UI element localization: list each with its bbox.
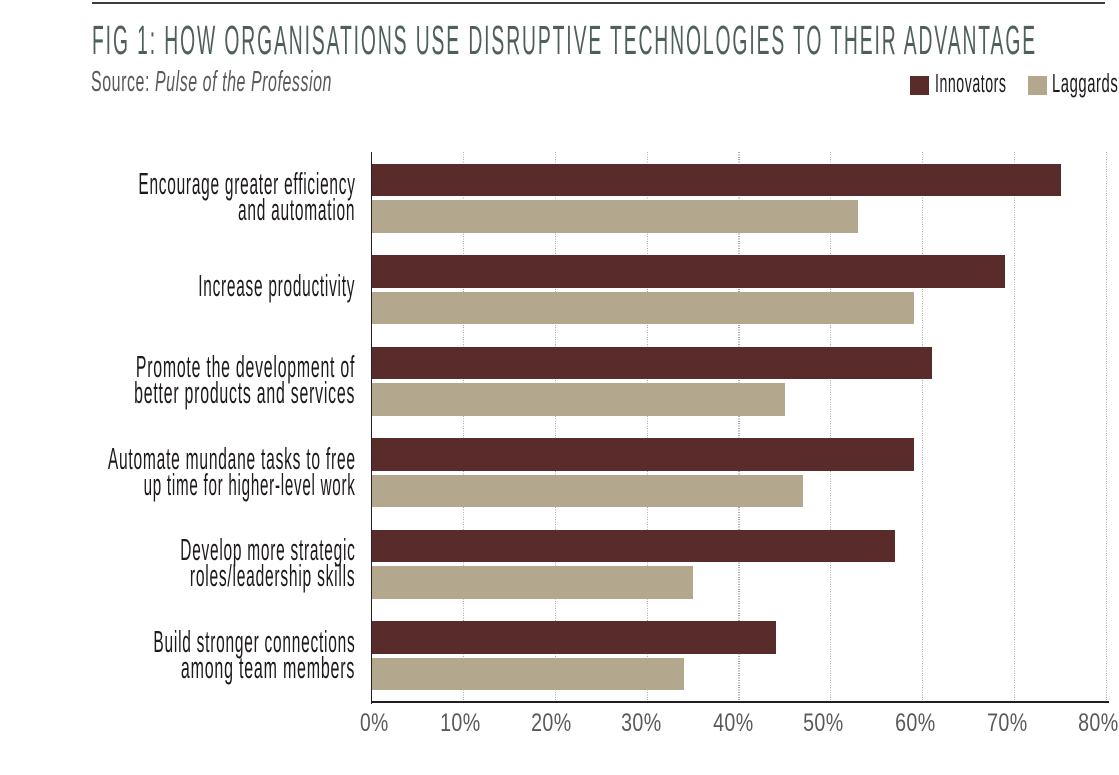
legend-label-laggards: Laggards xyxy=(1052,67,1119,98)
bar-innovators-4 xyxy=(371,529,896,562)
bar-laggards-5 xyxy=(371,657,684,690)
gridline-20% xyxy=(554,151,556,703)
bar-laggards-1 xyxy=(371,291,914,324)
legend-swatch-innovators xyxy=(910,76,929,95)
bar-laggards-4 xyxy=(371,566,694,599)
legend-swatch-laggards xyxy=(1028,76,1047,95)
bar-innovators-2 xyxy=(371,346,932,379)
bar-laggards-2 xyxy=(371,383,785,416)
x-axis-line xyxy=(370,701,1109,704)
category-label-2: Promote the development of better product… xyxy=(134,350,356,411)
x-tick-label-60%: 60% xyxy=(895,710,936,738)
bar-laggards-0 xyxy=(371,200,859,233)
bar-innovators-0 xyxy=(371,163,1061,196)
x-tick-label-70%: 70% xyxy=(987,710,1028,738)
gridline-10% xyxy=(462,151,464,703)
x-tick-label-50%: 50% xyxy=(803,710,845,738)
gridline-50% xyxy=(830,151,832,703)
x-tick-label-30%: 30% xyxy=(621,710,663,738)
gridline-60% xyxy=(922,151,924,703)
x-tick-label-10%: 10% xyxy=(440,710,481,738)
bar-innovators-1 xyxy=(371,255,1006,288)
source-label: Source: xyxy=(90,66,150,99)
category-label-3: Automate mundane tasks to free up time fo… xyxy=(107,441,356,502)
gridline-80% xyxy=(1105,151,1108,703)
bar-laggards-3 xyxy=(371,474,804,507)
gridline-30% xyxy=(646,151,648,703)
category-label-1: Increase productivity xyxy=(198,268,356,303)
source-name: Pulse of the Profession xyxy=(154,66,332,99)
bar-innovators-5 xyxy=(371,621,776,654)
category-label-4: Develop more strategic roles/leadership s… xyxy=(180,533,356,594)
x-tick-label-40%: 40% xyxy=(712,710,754,738)
gridline-40% xyxy=(738,151,740,703)
x-tick-label-80%: 80% xyxy=(1078,710,1119,738)
bar-innovators-3 xyxy=(371,438,914,471)
category-label-5: Build stronger connections among team mem… xyxy=(153,624,356,685)
y-axis-line xyxy=(370,151,373,704)
figure-title: FIG 1: HOW ORGANISATIONS USE DISRUPTIVE … xyxy=(92,16,1037,63)
source-line: Source: Pulse of the Profession xyxy=(91,68,523,97)
top-rule xyxy=(91,1,1105,4)
category-label-0: Encourage greater efficiency and automati… xyxy=(138,167,356,228)
legend-label-innovators: Innovators xyxy=(934,67,1006,98)
x-tick-label-0%: 0% xyxy=(359,710,389,738)
gridline-70% xyxy=(1013,151,1016,703)
x-tick-label-20%: 20% xyxy=(530,710,572,738)
